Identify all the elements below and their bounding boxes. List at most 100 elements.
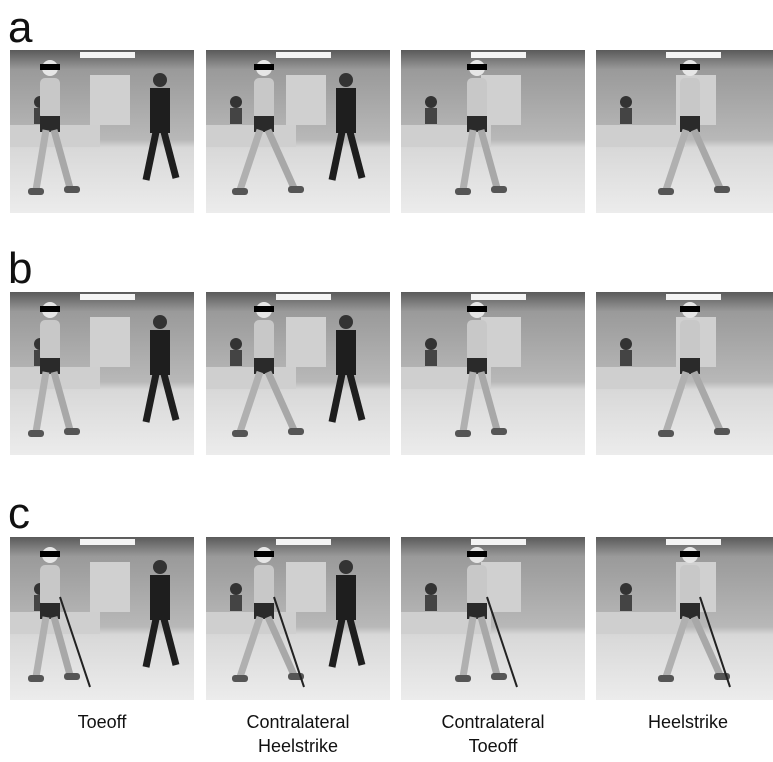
seated-head	[230, 96, 242, 108]
person-body	[336, 88, 356, 133]
shoe	[491, 673, 507, 680]
ceiling-light	[80, 294, 135, 300]
seated-head	[425, 338, 437, 350]
eye-mask	[254, 551, 274, 557]
subject-torso	[680, 565, 700, 607]
ceiling-light	[471, 539, 526, 545]
subject-torso	[254, 565, 274, 607]
shoe	[28, 188, 44, 195]
seated-body	[425, 595, 437, 611]
desk	[596, 367, 686, 389]
seated-body	[620, 108, 632, 124]
wall-panel	[90, 562, 130, 612]
subject-torso	[680, 320, 700, 362]
caption: Toeoff	[78, 712, 128, 732]
wall-panel	[90, 75, 130, 125]
photo	[10, 537, 194, 700]
eye-mask	[40, 551, 60, 557]
caption: Heelstrike	[648, 712, 728, 732]
seated-head	[425, 96, 437, 108]
seated-body	[230, 108, 242, 124]
ceiling-light	[80, 539, 135, 545]
wall-panel	[286, 317, 326, 367]
caption: Contralateral	[246, 712, 349, 732]
photo	[10, 292, 194, 455]
shoe	[714, 428, 730, 435]
person-head	[153, 560, 167, 574]
seated-body	[230, 350, 242, 366]
shoe	[288, 186, 304, 193]
photo	[401, 292, 585, 455]
shoe	[232, 675, 248, 682]
shoe	[232, 188, 248, 195]
shoe	[28, 430, 44, 437]
ceiling-light	[276, 539, 331, 545]
eye-mask	[680, 551, 700, 557]
subject-torso	[40, 565, 60, 607]
eye-mask	[40, 306, 60, 312]
seated-head	[425, 583, 437, 595]
desk	[206, 367, 296, 389]
caption: Contralateral	[441, 712, 544, 732]
seated-body	[425, 350, 437, 366]
person-head	[339, 315, 353, 329]
seated-head	[230, 583, 242, 595]
photo	[401, 537, 585, 700]
seated-body	[620, 350, 632, 366]
eye-mask	[680, 306, 700, 312]
subject-torso	[467, 320, 487, 362]
eye-mask	[40, 64, 60, 70]
subject-torso	[40, 78, 60, 120]
shoe	[491, 186, 507, 193]
photo	[596, 50, 773, 213]
person-head	[153, 73, 167, 87]
photo	[206, 537, 390, 700]
subject-torso	[680, 78, 700, 120]
person-head	[153, 315, 167, 329]
seated-head	[620, 338, 632, 350]
shoe	[64, 428, 80, 435]
ceiling-light	[80, 52, 135, 58]
panel-letter: c	[8, 489, 30, 538]
shoe	[288, 428, 304, 435]
subject-torso	[254, 320, 274, 362]
eye-mask	[254, 306, 274, 312]
shoe	[28, 675, 44, 682]
shoe	[714, 186, 730, 193]
photo	[596, 292, 773, 455]
seated-body	[620, 595, 632, 611]
caption: Heelstrike	[258, 736, 338, 756]
eye-mask	[254, 64, 274, 70]
eye-mask	[680, 64, 700, 70]
seated-head	[230, 338, 242, 350]
photo	[206, 50, 390, 213]
person-body	[150, 575, 170, 620]
person-head	[339, 560, 353, 574]
desk	[206, 125, 296, 147]
person-body	[150, 88, 170, 133]
ceiling-light	[471, 294, 526, 300]
seated-head	[620, 96, 632, 108]
subject-torso	[467, 78, 487, 120]
eye-mask	[467, 64, 487, 70]
eye-mask	[467, 306, 487, 312]
ceiling-light	[666, 294, 721, 300]
shoe	[658, 430, 674, 437]
person-body	[150, 330, 170, 375]
caption: Toeoff	[469, 736, 519, 756]
shoe	[64, 186, 80, 193]
subject-torso	[40, 320, 60, 362]
ceiling-light	[471, 52, 526, 58]
ceiling-light	[276, 294, 331, 300]
wall-panel	[286, 562, 326, 612]
shoe	[658, 188, 674, 195]
desk	[596, 612, 686, 634]
seated-body	[425, 108, 437, 124]
shoe	[455, 188, 471, 195]
photo	[10, 50, 194, 213]
photo	[596, 537, 773, 700]
shoe	[491, 428, 507, 435]
shoe	[658, 675, 674, 682]
desk	[596, 125, 686, 147]
seated-body	[230, 595, 242, 611]
